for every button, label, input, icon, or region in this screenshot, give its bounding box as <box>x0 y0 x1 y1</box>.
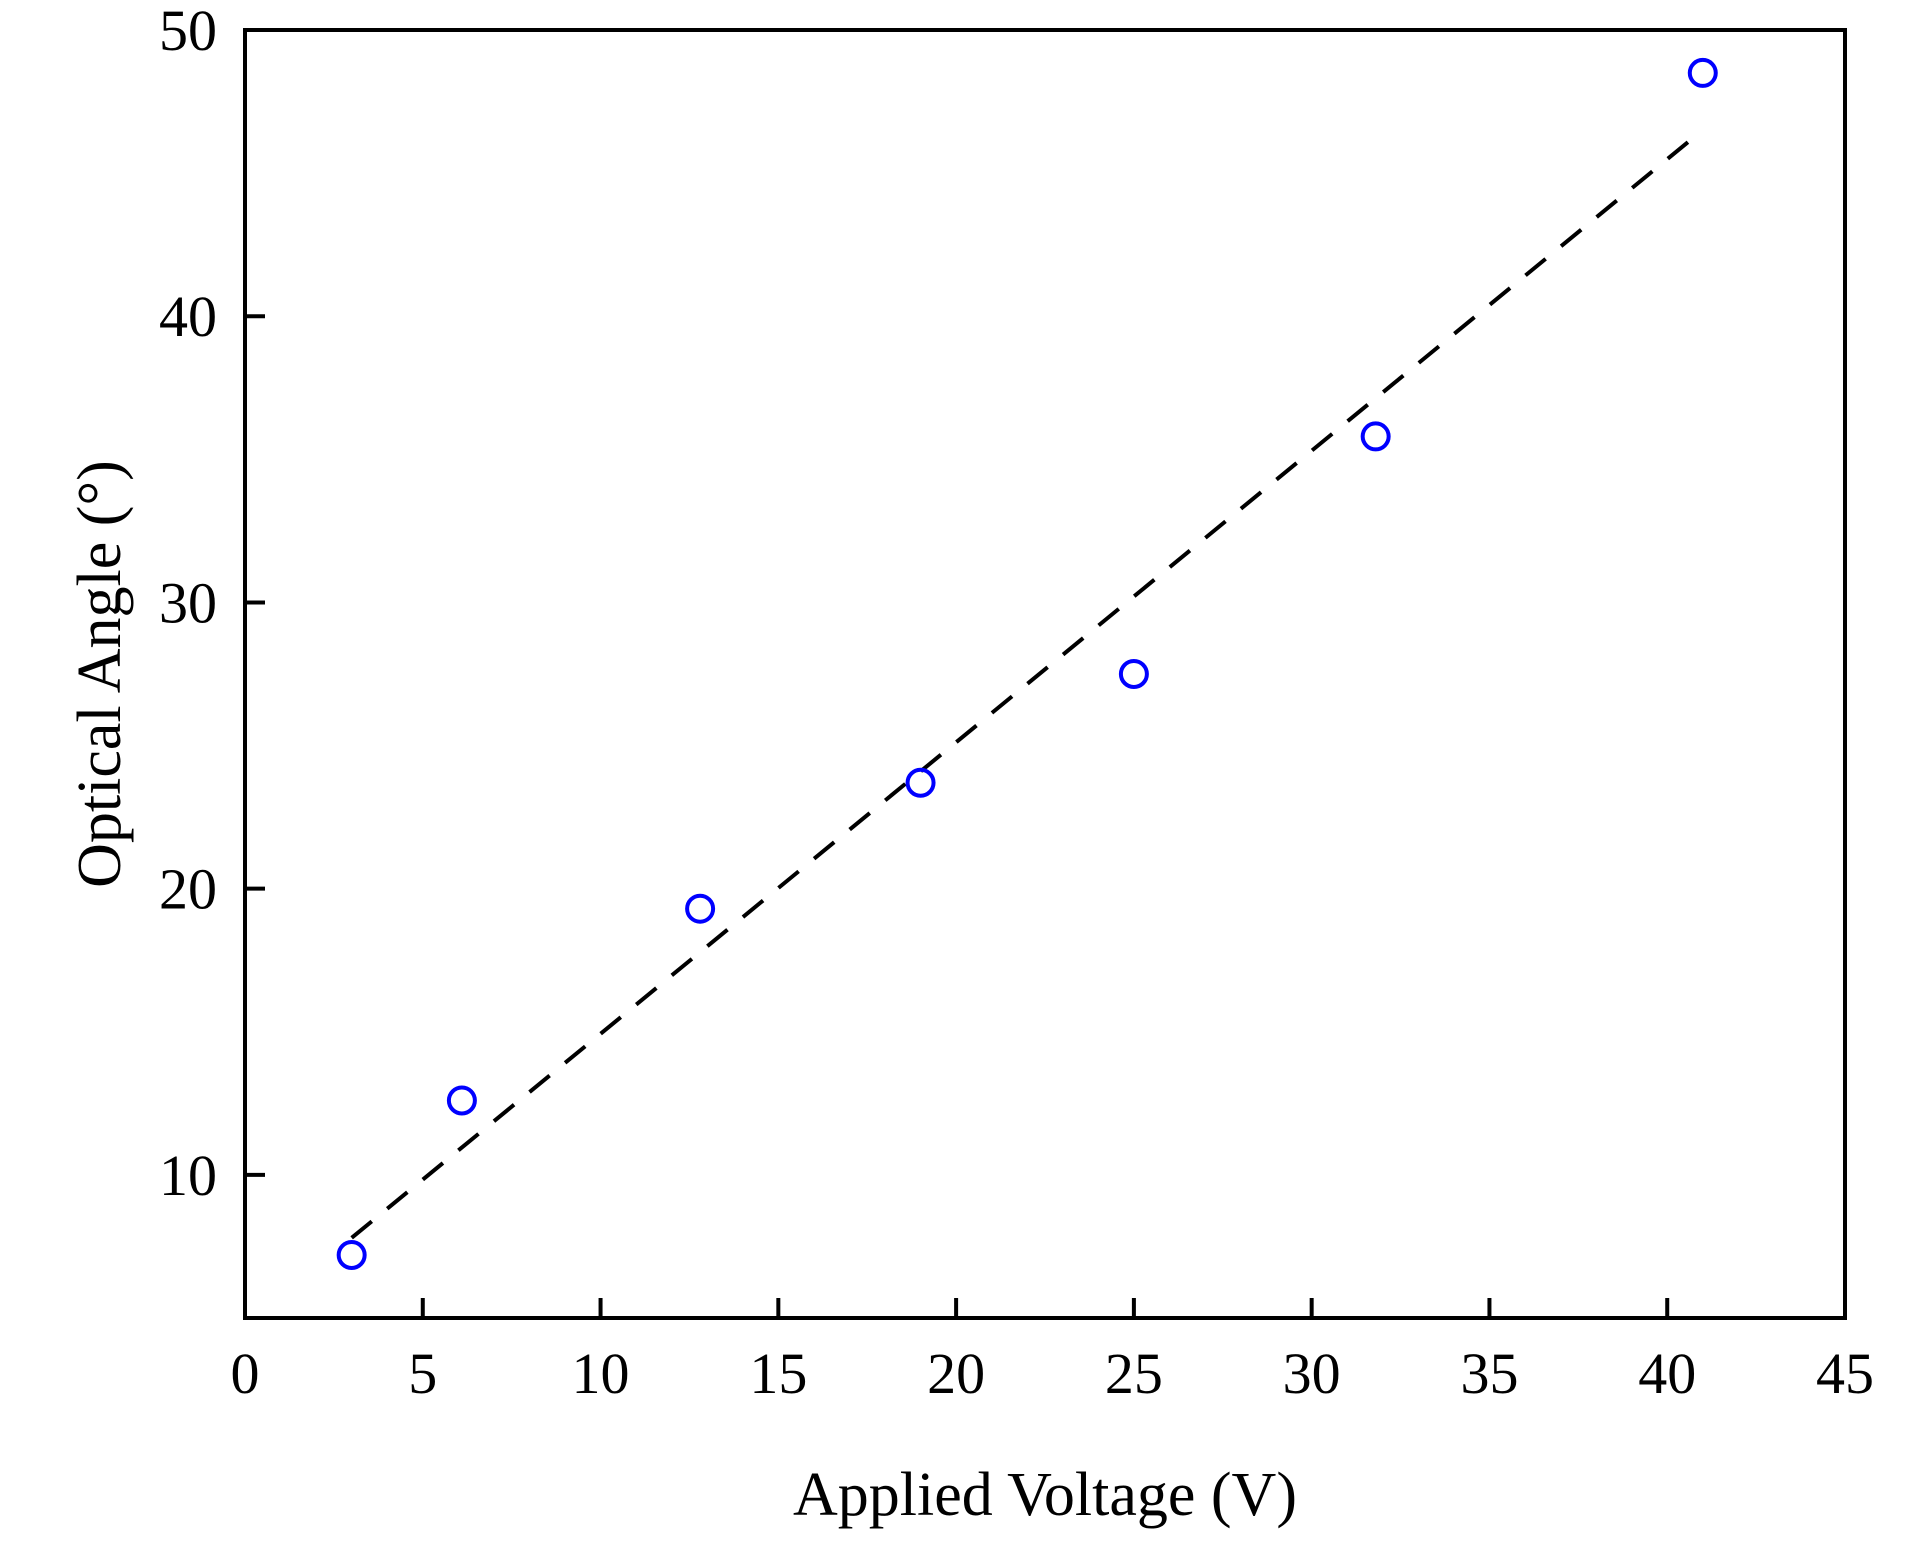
data-point <box>336 1240 367 1271</box>
x-tick-label: 20 <box>927 1341 985 1406</box>
data-point <box>1118 659 1149 689</box>
data-point <box>1687 57 1718 88</box>
x-tick-label: 0 <box>231 1341 260 1406</box>
data-point <box>905 767 936 798</box>
y-tick-label: 40 <box>159 284 217 349</box>
x-tick-label: 40 <box>1638 1341 1696 1406</box>
y-tick-label: 30 <box>159 570 217 635</box>
x-tick-label: 15 <box>749 1341 807 1406</box>
x-tick-label: 35 <box>1460 1341 1518 1406</box>
x-tick-label: 30 <box>1283 1341 1341 1406</box>
plot-frame <box>243 28 1847 1320</box>
x-tick-label: 10 <box>572 1341 630 1406</box>
fit-line <box>350 137 1694 1240</box>
y-tick-label: 50 <box>159 0 217 63</box>
marks-layer <box>336 57 1718 1271</box>
ticks-layer: 0 5 10 15 20 25 30 35 40 45 10 20 30 40 50 <box>159 0 1874 1406</box>
y-tick-label: 20 <box>159 857 217 922</box>
x-tick-label: 25 <box>1105 1341 1163 1406</box>
data-point <box>446 1085 477 1116</box>
data-point <box>685 893 716 924</box>
y-axis-title: Optical Angle (°) <box>66 460 134 888</box>
x-tick-label: 5 <box>408 1341 437 1406</box>
data-point <box>1360 421 1391 452</box>
x-axis-title: Applied Voltage (V) <box>793 1461 1297 1529</box>
y-tick-label: 10 <box>159 1143 217 1208</box>
x-tick-label: 45 <box>1816 1341 1874 1406</box>
